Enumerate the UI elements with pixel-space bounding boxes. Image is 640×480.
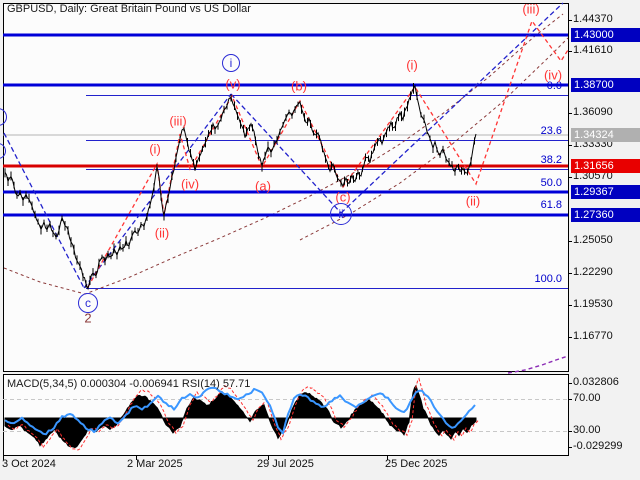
wave-label: (v) xyxy=(225,76,241,92)
wave-label: (a) xyxy=(255,178,271,194)
date-label: 3 Oct 2024 xyxy=(2,458,56,470)
price-axis-label: 1.36090 xyxy=(573,106,613,118)
indicator-axis-label: 70.00 xyxy=(573,392,601,404)
circled-wave-label: i xyxy=(222,54,240,72)
wave-label: (iii) xyxy=(522,1,540,17)
circled-wave-label: c xyxy=(78,293,98,313)
date-label: 29 Jul 2025 xyxy=(257,458,314,470)
blue-projection-0 xyxy=(3,132,85,289)
wave-label: (ii) xyxy=(465,193,481,209)
wave-degree-label: 2 xyxy=(84,310,92,326)
price-badge: 1.34324 xyxy=(571,128,640,142)
blue-projection-3 xyxy=(340,2,564,214)
price-series xyxy=(4,84,477,291)
fib-label: 61.8 xyxy=(540,199,562,211)
wave-label: (i) xyxy=(406,57,418,73)
price-badge: 1.27360 xyxy=(571,208,640,222)
fib-label: 23.6 xyxy=(540,125,562,137)
price-axis-label: 1.19530 xyxy=(573,298,613,310)
main-panel xyxy=(3,3,569,372)
price-axis-label: 1.30570 xyxy=(573,170,613,182)
price-badge: 1.43000 xyxy=(571,28,640,42)
macd-signal-line xyxy=(7,377,480,451)
fib-label: 50.0 xyxy=(540,177,562,189)
wave-label: (iv) xyxy=(180,176,200,192)
price-axis-label: 1.33330 xyxy=(573,138,613,150)
indicator-panel xyxy=(3,374,569,456)
circled-wave-label: ii xyxy=(330,203,352,225)
price-axis-label: 1.41610 xyxy=(573,44,613,56)
wave-label: (c) xyxy=(335,189,351,205)
fib-label: 100.0 xyxy=(534,273,562,285)
indicator-axis-label: -0.029299 xyxy=(573,440,623,452)
price-axis-label: 1.25050 xyxy=(573,234,613,246)
price-axis-label: 1.44370 xyxy=(573,13,613,25)
price-axis-label: 1.22290 xyxy=(573,266,613,278)
wave-label: (iv) xyxy=(543,67,563,83)
wave-label: (iii) xyxy=(169,113,187,129)
wave-label: (ii) xyxy=(154,225,170,241)
price-badge: 1.31656 xyxy=(571,159,640,173)
price-badge: 1.38700 xyxy=(571,78,640,92)
price-axis-label: 1.16770 xyxy=(573,330,613,342)
price-badge: 1.29367 xyxy=(571,185,640,199)
wave-label: (i) xyxy=(149,141,161,157)
fib-label: 38.2 xyxy=(540,154,562,166)
date-label: 2 Mar 2025 xyxy=(127,458,183,470)
indicator-axis-label: 30.00 xyxy=(573,424,601,436)
chart-title: GBPUSD, Daily: Great Britain Pound vs US… xyxy=(7,3,251,15)
macd-histogram xyxy=(4,384,477,449)
fib-label: 0.0 xyxy=(546,80,562,92)
rsi-line xyxy=(4,386,476,436)
indicator-label: MACD(5,34,5) 0.000304 -0.006941 RSI(14) … xyxy=(7,378,251,390)
date-label: 25 Dec 2025 xyxy=(385,458,448,470)
blue-projection-2 xyxy=(230,93,342,214)
indicator-axis-label: 0.032806 xyxy=(573,376,619,388)
wave-label: (b) xyxy=(291,78,307,94)
